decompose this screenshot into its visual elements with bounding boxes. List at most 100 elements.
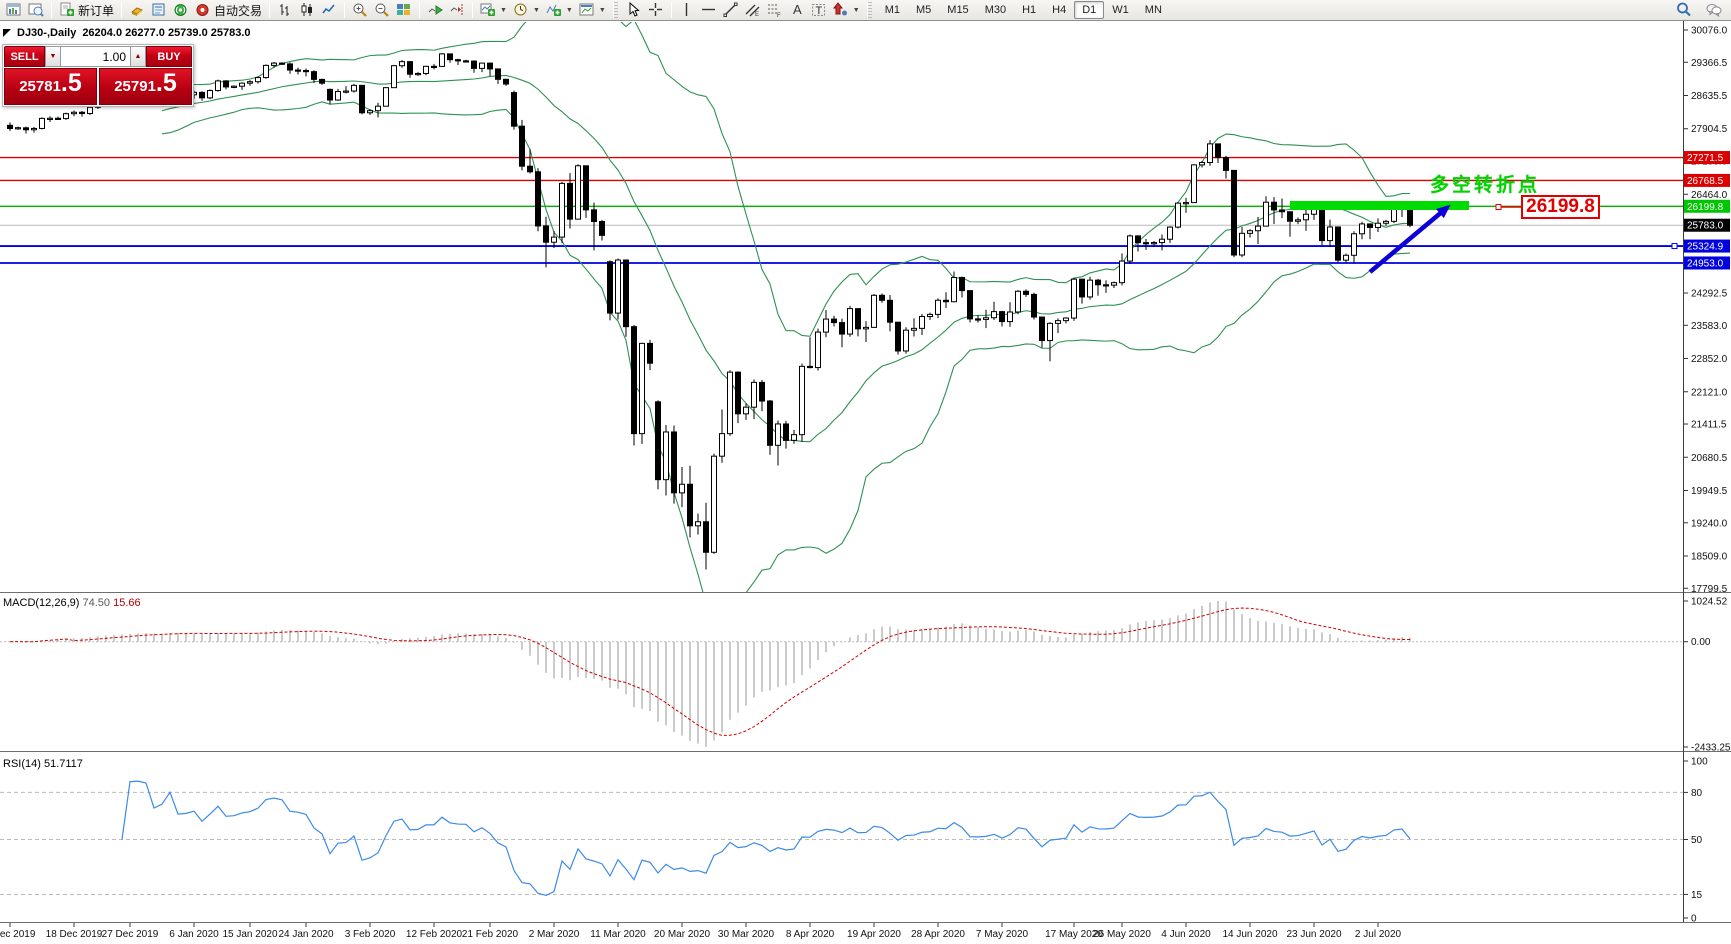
- macd-axis-label: 0.00: [1691, 637, 1711, 648]
- line-chart-icon: [322, 4, 335, 14]
- toolbar-grip[interactable]: [612, 2, 618, 18]
- chevron-down-icon[interactable]: ▼: [565, 6, 573, 14]
- zoom-out-button[interactable]: [371, 1, 393, 20]
- timeframe-w1-button[interactable]: W1: [1112, 3, 1129, 16]
- chart-title: DJ30-,Daily 26204.0 26277.0 25739.0 2578…: [3, 27, 251, 39]
- macd-axis-label: 1024.52: [1691, 597, 1728, 608]
- arrows-tool-button[interactable]: ▼: [830, 1, 863, 20]
- chart-profiles-button[interactable]: [25, 1, 47, 20]
- rsi-axis-label: 100: [1691, 757, 1708, 768]
- timeframe-m1-button[interactable]: M1: [884, 3, 900, 16]
- sell-button[interactable]: SELL: [4, 46, 45, 67]
- channel-icon: E: [745, 4, 760, 18]
- trendline-icon: [723, 2, 738, 17]
- timeframe-m30-button[interactable]: M30: [984, 3, 1007, 16]
- date-label: 12 Feb 2020: [406, 929, 463, 940]
- rsi-axis-label: 80: [1691, 788, 1703, 799]
- date-label: 4 Jun 2020: [1161, 929, 1211, 940]
- candle-chart-mode-button[interactable]: [296, 1, 318, 20]
- sell-price-display[interactable]: 25781 .5: [4, 68, 97, 105]
- date-label: 14 Jun 2020: [1222, 929, 1277, 940]
- signals-button[interactable]: [170, 1, 192, 20]
- tile-windows-button[interactable]: [393, 1, 415, 20]
- toolbar-separator: [121, 2, 123, 18]
- toolbar-grip[interactable]: [866, 2, 872, 18]
- indicators-menu-button[interactable]: ▼: [543, 1, 576, 20]
- equidistant-channel-tool-button[interactable]: E: [742, 1, 764, 20]
- ohlc-values-label: 26204.0 26277.0 25739.0 25783.0: [82, 27, 251, 39]
- candlestick-series: [7, 53, 1413, 570]
- templates-menu-button[interactable]: ▼: [576, 1, 609, 20]
- toolbar-separator: [670, 2, 672, 18]
- toolbar-group: ▼ ▼ ▼ ▼: [475, 0, 611, 21]
- price-tag-label: 25324.9: [1687, 242, 1724, 253]
- bollinger-upper-band: [161, 22, 1411, 337]
- price-callout-box[interactable]: 26199.8: [1521, 195, 1600, 219]
- date-label: 2 Jul 2020: [1355, 929, 1402, 940]
- new-chart-menu-button[interactable]: ▼: [477, 1, 510, 20]
- rsi-pane[interactable]: [0, 780, 1683, 896]
- bar-chart-mode-button[interactable]: [274, 1, 296, 20]
- autotrading-button[interactable]: 自动交易: [192, 1, 265, 20]
- periods-menu-button[interactable]: ▼: [510, 1, 543, 20]
- zoom-in-button[interactable]: [349, 1, 371, 20]
- date-label: 15 Jan 2020: [222, 929, 277, 940]
- date-label: 30 Mar 2020: [718, 929, 775, 940]
- fibonacci-tool-button[interactable]: F: [764, 1, 786, 20]
- doc-plus-icon: [60, 2, 74, 16]
- buy-button[interactable]: BUY: [146, 46, 192, 67]
- chevron-down-icon[interactable]: ▼: [598, 6, 606, 14]
- cursor-tool-button[interactable]: [623, 1, 645, 20]
- trendline-tool-button[interactable]: [720, 1, 742, 20]
- market-button[interactable]: [126, 1, 148, 20]
- timeframe-h1-button[interactable]: H1: [1022, 3, 1037, 16]
- buy-price-display[interactable]: 25791 .5: [99, 68, 192, 105]
- toolbar-group: 自动交易: [124, 0, 267, 21]
- chat-button[interactable]: [1703, 1, 1725, 20]
- price-tick-label: 18509.0: [1691, 552, 1728, 563]
- toolbar-group: 新订单: [54, 0, 119, 21]
- search-button[interactable]: [1673, 1, 1695, 20]
- vertical-line-tool-button[interactable]: [676, 1, 698, 20]
- price-tag: [1684, 256, 1730, 270]
- volume-increase-button[interactable]: ▲: [130, 46, 146, 67]
- new-order-button[interactable]: 新订单: [56, 1, 117, 20]
- timeframe-mn-button[interactable]: MN: [1144, 3, 1162, 16]
- date-label: 8 Apr 2020: [786, 929, 835, 940]
- new-chart-window-button[interactable]: [3, 1, 25, 20]
- price-tag: [1684, 151, 1730, 165]
- timeframe-m15-button[interactable]: M15: [947, 3, 969, 16]
- trend-arrow-line[interactable]: [1368, 209, 1445, 274]
- macd-pane[interactable]: [0, 601, 1683, 747]
- toolbar-separator: [269, 2, 271, 18]
- chevron-down-icon[interactable]: ▼: [852, 6, 860, 14]
- auto-scroll-button[interactable]: [424, 1, 446, 20]
- price-axis[interactable]: 30076.029366.528635.527904.527193.026464…: [1684, 26, 1731, 925]
- svg-text:T: T: [815, 5, 822, 17]
- chart-shift-button[interactable]: [446, 1, 468, 20]
- turning-point-annotation[interactable]: 多空转折点: [1430, 175, 1541, 196]
- crosshair-tool-button[interactable]: [645, 1, 667, 20]
- chevron-down-icon[interactable]: ▼: [532, 6, 540, 14]
- resistance-highlight-bar[interactable]: [1290, 201, 1469, 210]
- main-price-pane[interactable]: [0, 0, 1683, 614]
- line-handle[interactable]: [1671, 243, 1678, 250]
- one-click-panel-toggle-icon[interactable]: [3, 29, 11, 37]
- line-chart-mode-button[interactable]: [318, 1, 340, 20]
- text-label-tool-button[interactable]: T: [808, 1, 830, 20]
- volume-input[interactable]: [61, 46, 130, 67]
- zoom-in-icon: [353, 3, 367, 17]
- template-icon: [579, 3, 594, 16]
- text-tool-button[interactable]: A: [786, 1, 808, 20]
- timeframe-m5-button[interactable]: M5: [916, 3, 932, 16]
- chevron-down-icon[interactable]: ▼: [500, 6, 507, 14]
- volume-decrease-button[interactable]: ▼: [45, 46, 61, 67]
- toolbar-group: [621, 0, 669, 21]
- metaeditor-button[interactable]: [148, 1, 170, 20]
- timeframe-h4-button[interactable]: H4: [1052, 3, 1067, 16]
- horizontal-line-tool-button[interactable]: [698, 1, 720, 20]
- rsi-indicator-label: RSI(14) 51.7117: [3, 758, 83, 770]
- timeframe-d1-button[interactable]: D1: [1074, 1, 1105, 19]
